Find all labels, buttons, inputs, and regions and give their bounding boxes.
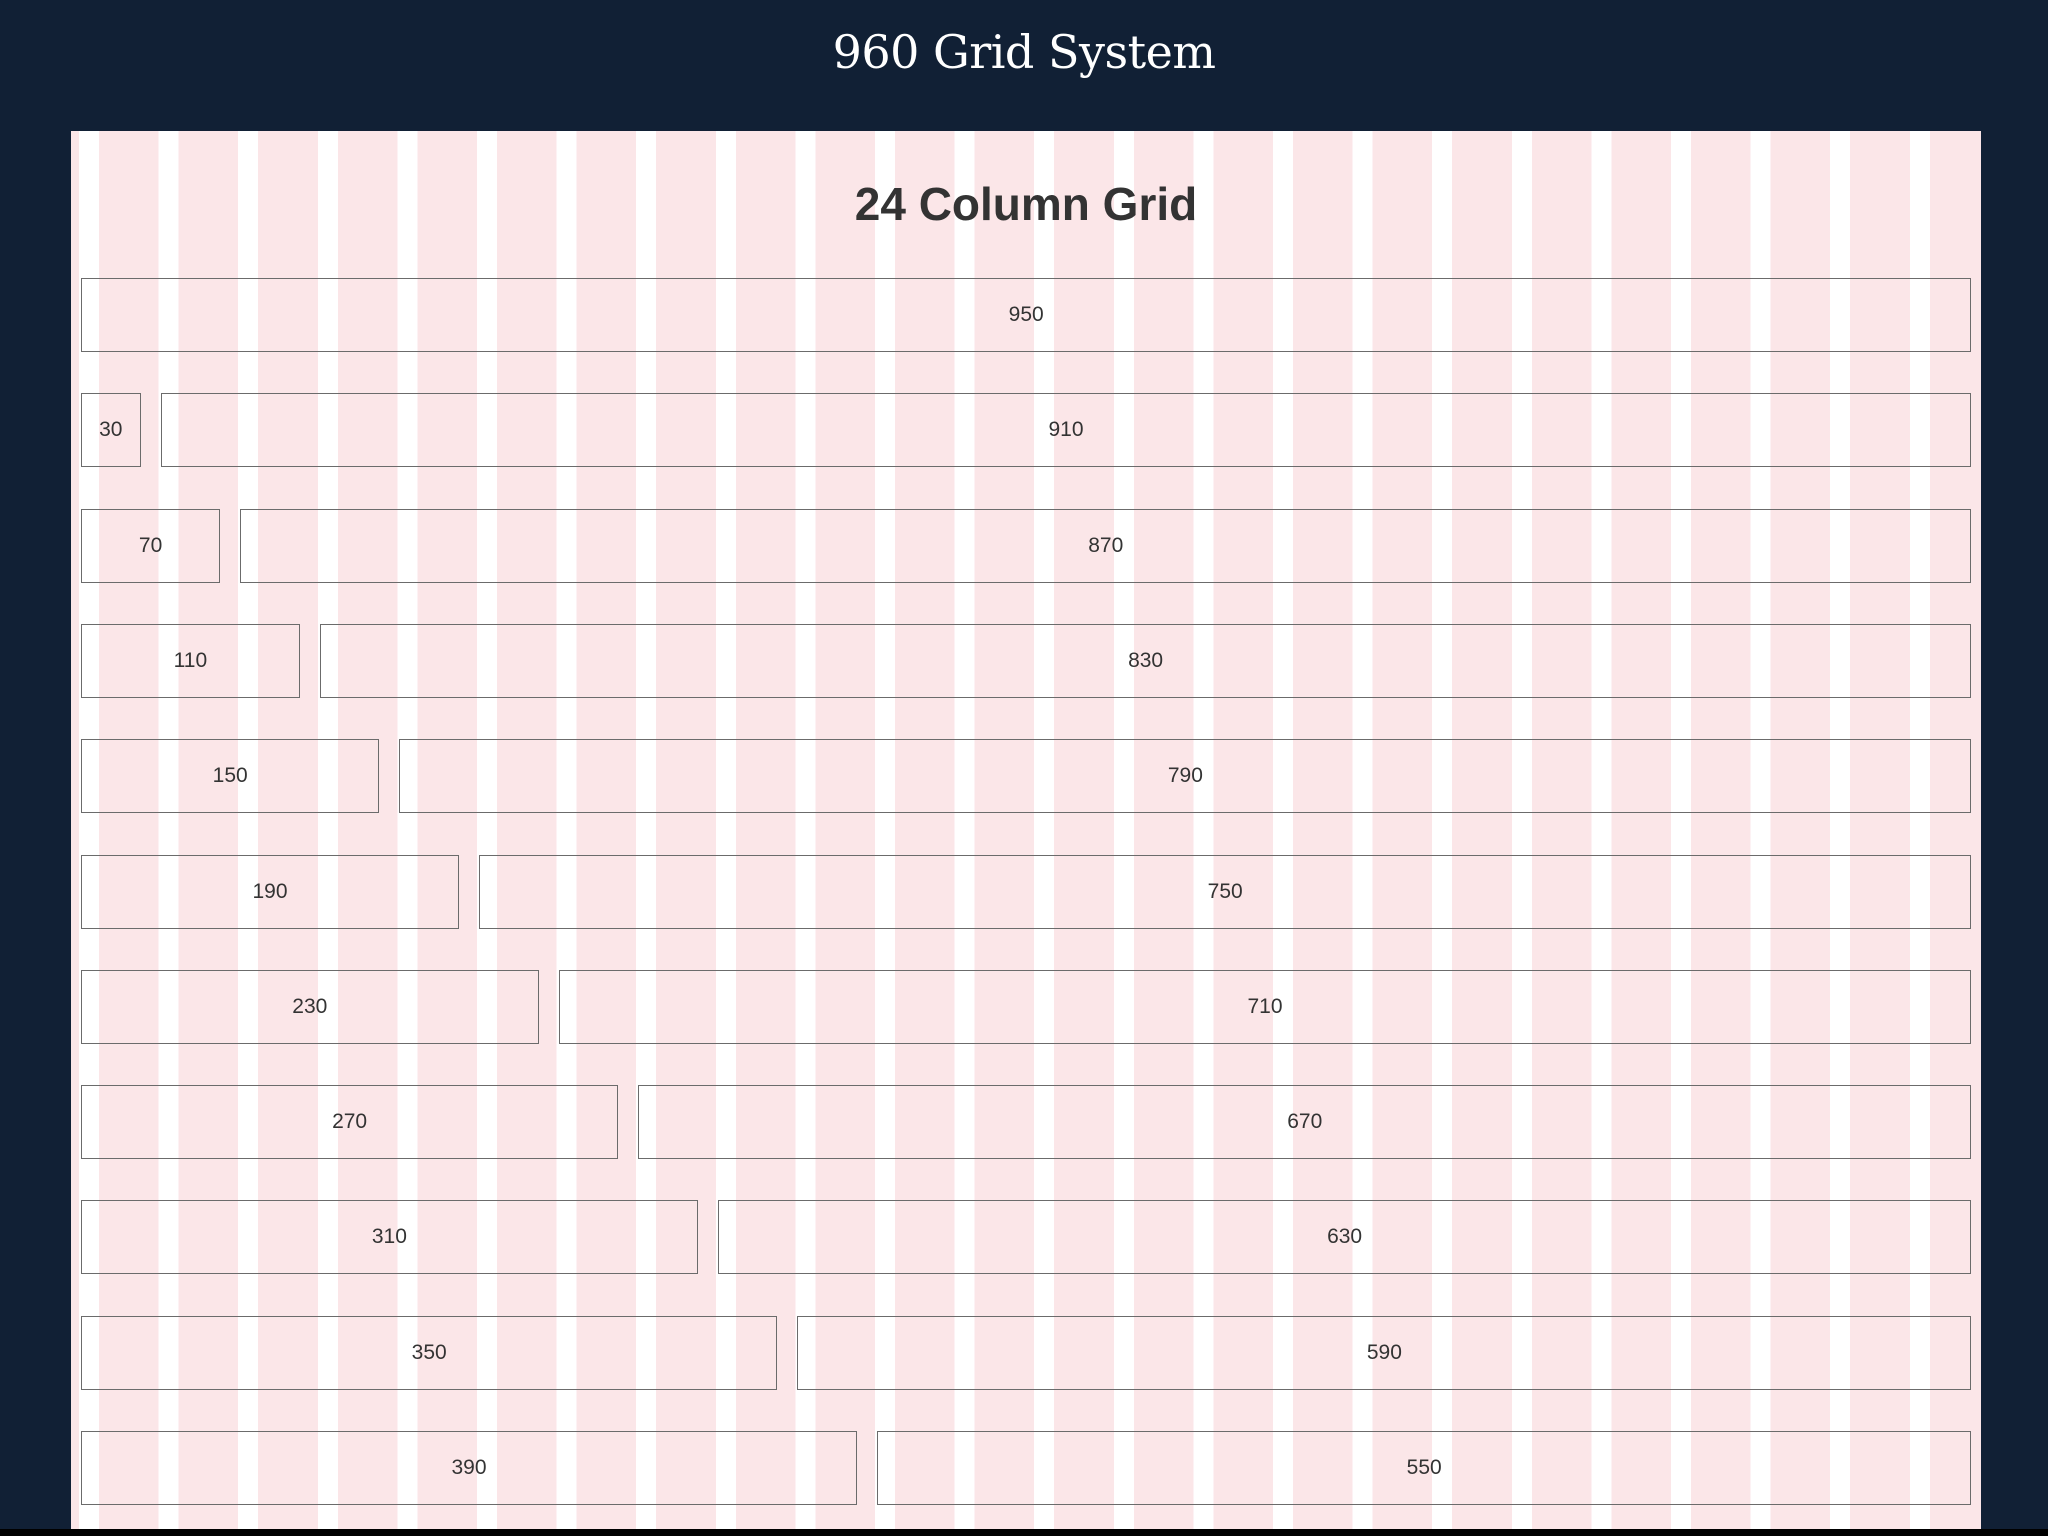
- grid-box-30: 30: [81, 393, 141, 468]
- grid-box-390: 390: [81, 1431, 857, 1505]
- grid-box-310: 310: [81, 1200, 698, 1275]
- grid-heading: 24 Column Grid: [854, 178, 1198, 230]
- grid-box-230: 230: [81, 969, 539, 1044]
- grid-box-830: 830: [319, 623, 1972, 698]
- grid-box-110: 110: [81, 623, 300, 698]
- grid-box-70: 70: [81, 508, 221, 583]
- grid-box-710: 710: [558, 969, 1972, 1044]
- grid-box-590: 590: [797, 1315, 1972, 1390]
- grid-box-910: 910: [160, 393, 1972, 468]
- grid-box-350: 350: [81, 1315, 778, 1390]
- site-title: 960 Grid System: [832, 25, 1216, 79]
- grid-rows: 950 30 910 70 870 110 830 150 790 190 750 230 710 270…: [71, 131, 1981, 1529]
- grid-box-550: 550: [877, 1431, 1972, 1505]
- grid-box-190: 190: [81, 854, 459, 929]
- grid-box-630: 630: [717, 1200, 1972, 1275]
- grid-box-870: 870: [240, 508, 1972, 583]
- grid-box-950: 950: [81, 278, 1972, 352]
- grid-box-790: 790: [399, 739, 1972, 814]
- grid-box-270: 270: [81, 1085, 619, 1160]
- grid-box-150: 150: [81, 739, 380, 814]
- grid-box-670: 670: [638, 1085, 1972, 1160]
- grid-container: 24 Column Grid 950 30 910 70 870 110 830 150 790…: [71, 131, 1981, 1529]
- grid-box-750: 750: [479, 854, 1972, 929]
